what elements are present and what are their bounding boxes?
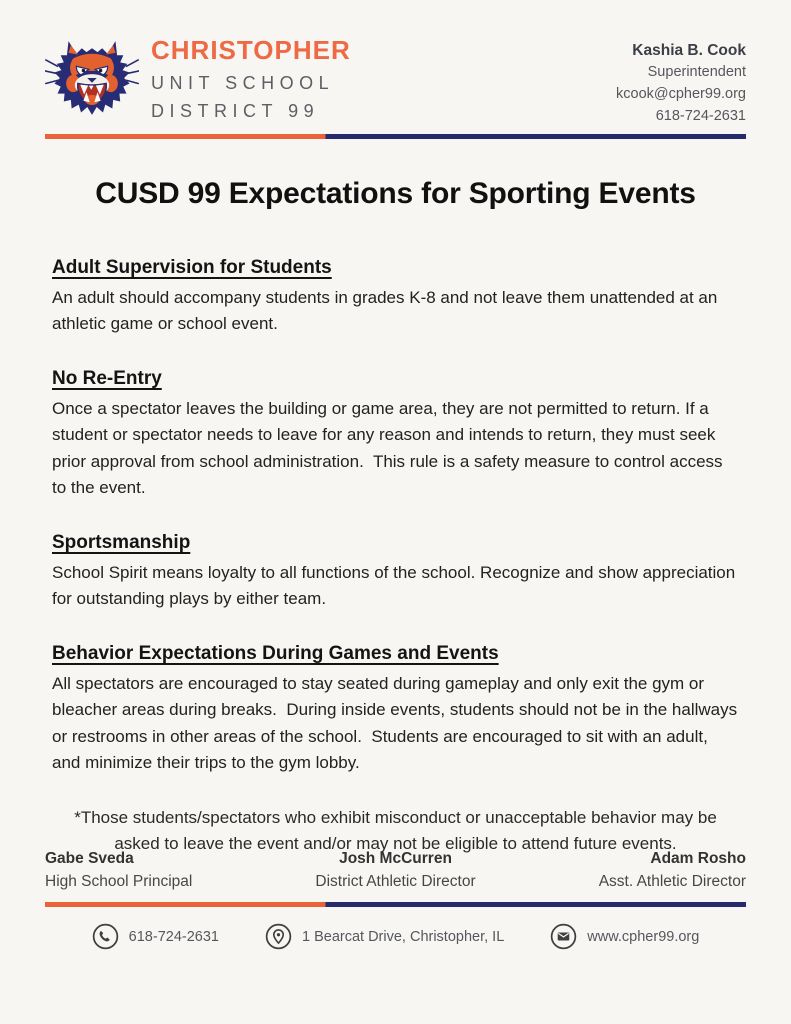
footer-website: www.cpher99.org	[550, 923, 699, 950]
divider-top	[45, 133, 746, 139]
brand-name: CHRISTOPHER	[151, 34, 351, 65]
section-heading: Sportsmanship	[52, 531, 191, 553]
footer-phone-text: 618-724-2631	[128, 928, 219, 945]
superintendent-title: Superintendent	[647, 64, 746, 81]
superintendent-phone: 618-724-2631	[655, 107, 746, 124]
wildcat-mascot-icon	[45, 33, 139, 123]
section-heading: No Re-Entry	[52, 367, 162, 389]
letterhead: CHRISTOPHER UNIT SCHOOL DISTRICT 99 Kash…	[45, 33, 746, 128]
signatory-right: Adam Rosho Asst. Athletic Director	[599, 848, 746, 893]
section-adult-supervision: Adult Supervision for Students An adult …	[52, 257, 739, 338]
district-brand: CHRISTOPHER UNIT SCHOOL DISTRICT 99	[45, 33, 351, 123]
misconduct-note: *Those students/spectators who exhibit m…	[74, 807, 717, 854]
document-title: CUSD 99 Expectations for Sporting Events	[95, 176, 696, 210]
signatory-title: High School Principal	[45, 872, 193, 890]
section-body: Once a spectator leaves the building or …	[52, 398, 728, 498]
section-behavior-expectations: Behavior Expectations During Games and E…	[52, 643, 739, 777]
superintendent-name: Kashia B. Cook	[632, 42, 746, 59]
signatory-name: Gabe Sveda	[45, 850, 134, 868]
location-pin-icon	[265, 923, 292, 950]
page-footer: Gabe Sveda High School Principal Josh Mc…	[45, 848, 746, 950]
footer-address-text: 1 Bearcat Drive, Christopher, IL	[301, 928, 505, 945]
section-body: School Spirit means loyalty to all funct…	[52, 562, 740, 609]
signatory-name: Josh McCurren	[339, 850, 452, 868]
section-heading: Adult Supervision for Students	[52, 256, 332, 278]
footer-phone: 618-724-2631	[92, 923, 219, 950]
section-heading: Behavior Expectations During Games and E…	[52, 642, 499, 664]
section-no-re-entry: No Re-Entry Once a spectator leaves the …	[52, 368, 739, 502]
brand-sub-line2: DISTRICT 99	[151, 100, 320, 121]
footer-contact-row: 618-724-2631 1 Bearcat Drive, Christophe…	[45, 923, 746, 950]
section-body: An adult should accompany students in gr…	[52, 287, 723, 334]
signatory-title: Asst. Athletic Director	[598, 872, 746, 890]
section-sportsmanship: Sportsmanship School Spirit means loyalt…	[52, 532, 739, 613]
signatory-name: Adam Rosho	[650, 850, 746, 868]
brand-text: CHRISTOPHER UNIT SCHOOL DISTRICT 99	[151, 35, 351, 122]
signatory-title: District Athletic Director	[315, 872, 476, 890]
phone-icon	[92, 923, 119, 950]
envelope-icon	[550, 923, 577, 950]
brand-sub-line1: UNIT SCHOOL	[151, 72, 335, 93]
signatory-center: Josh McCurren District Athletic Director	[315, 848, 475, 893]
superintendent-email: kcook@cpher99.org	[616, 86, 746, 102]
superintendent-contact-block: Kashia B. Cook Superintendent kcook@cphe…	[616, 33, 746, 128]
signatory-left: Gabe Sveda High School Principal	[45, 848, 192, 893]
document-body: Adult Supervision for Students An adult …	[45, 257, 746, 858]
divider-bottom	[45, 902, 746, 907]
footer-website-text: www.cpher99.org	[587, 928, 700, 945]
signatories-row: Gabe Sveda High School Principal Josh Mc…	[45, 848, 746, 893]
footer-address: 1 Bearcat Drive, Christopher, IL	[265, 923, 504, 950]
section-body: All spectators are encouraged to stay se…	[52, 673, 742, 773]
